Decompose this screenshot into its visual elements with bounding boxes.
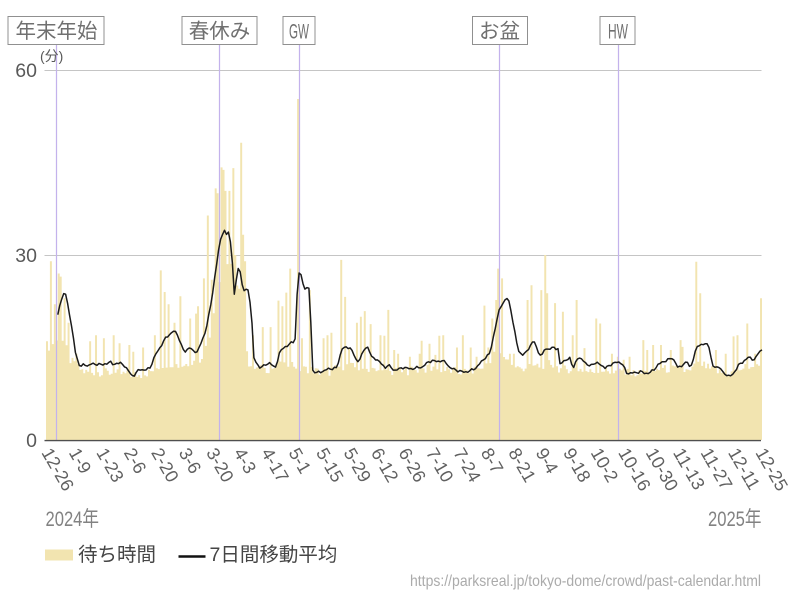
svg-text:0: 0 — [26, 430, 37, 452]
svg-text:GW: GW — [289, 21, 309, 44]
svg-text:30: 30 — [15, 245, 37, 267]
svg-text:お盆: お盆 — [479, 20, 520, 43]
svg-text:7日間移動平均: 7日間移動平均 — [210, 544, 338, 566]
svg-text:(分): (分) — [40, 48, 63, 64]
svg-text:60: 60 — [15, 60, 37, 82]
svg-text:待ち時間: 待ち時間 — [78, 544, 156, 566]
svg-text:HW: HW — [608, 21, 628, 44]
svg-text:春休み: 春休み — [189, 20, 251, 43]
svg-text:https://parksreal.jp/tokyo-dom: https://parksreal.jp/tokyo-dome/crowd/pa… — [410, 573, 761, 590]
svg-text:年末年始: 年末年始 — [16, 20, 98, 43]
svg-text:2024年: 2024年 — [46, 508, 100, 531]
svg-text:2025年: 2025年 — [708, 508, 762, 531]
